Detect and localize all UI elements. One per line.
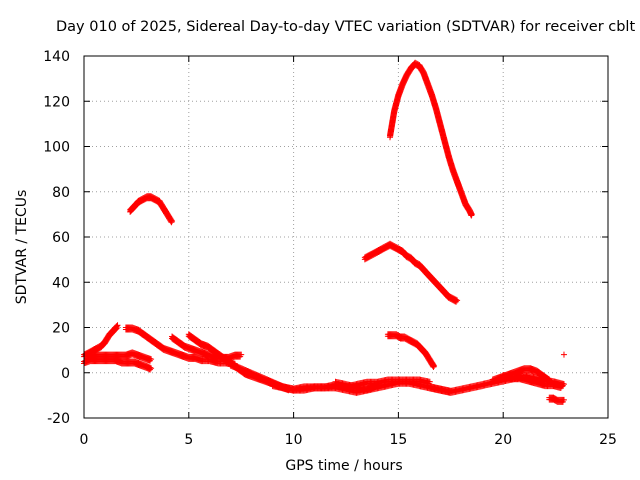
- data-point: [148, 356, 155, 363]
- data-point: [454, 297, 461, 304]
- data-point: [560, 351, 567, 358]
- x-tick-label: 15: [389, 432, 407, 448]
- data-point: [430, 363, 437, 370]
- series-isolated: [560, 351, 567, 358]
- data-point: [114, 322, 121, 329]
- y-tick-label: 120: [43, 94, 70, 110]
- grid-lines: [84, 56, 608, 418]
- y-tick-label: -20: [47, 411, 70, 427]
- data-point: [560, 396, 567, 403]
- data-point: [558, 383, 565, 390]
- y-tick-label: 100: [43, 140, 70, 156]
- series-arc-17: [384, 331, 438, 370]
- data-point: [113, 325, 120, 332]
- series-arc-early-mid: [85, 349, 155, 364]
- series-arc-morning-20: [122, 324, 238, 369]
- data-point: [431, 362, 438, 369]
- y-tick-label: 60: [52, 230, 70, 246]
- axis-ticks: 0 5 10 15 20 25 -20 0 20 40 60 80 100 120 140: [43, 49, 617, 448]
- series-arc-mid-55: [361, 240, 461, 305]
- x-tick-label: 25: [599, 432, 617, 448]
- y-tick-label: 140: [43, 49, 70, 65]
- data-point: [453, 298, 460, 305]
- y-tick-label: 20: [52, 321, 70, 337]
- series-arc-evening-end: [546, 394, 567, 405]
- data-point: [168, 219, 175, 226]
- data-point: [546, 376, 553, 383]
- x-axis-label: GPS time / hours: [285, 458, 403, 474]
- series-arc-early: [81, 322, 121, 360]
- y-tick-label: 80: [52, 185, 70, 201]
- data-point: [147, 366, 154, 373]
- series-arc-high-peak: [387, 59, 475, 219]
- data-points: [81, 59, 567, 405]
- data-point: [148, 365, 155, 372]
- y-tick-label: 40: [52, 275, 70, 291]
- data-point: [169, 218, 176, 225]
- x-tick-label: 5: [184, 432, 193, 448]
- series-arc-morning-high: [127, 193, 176, 226]
- x-tick-label: 10: [285, 432, 303, 448]
- data-point: [113, 324, 120, 331]
- y-axis-label: SDTVAR / TECUs: [14, 189, 30, 305]
- data-point: [468, 211, 475, 218]
- chart-title: Day 010 of 2025, Sidereal Day-to-day VTE…: [56, 19, 636, 35]
- data-point: [238, 351, 245, 358]
- plot-frame: [83, 55, 609, 419]
- series-arc-evening-low: [500, 372, 565, 392]
- x-tick-label: 20: [494, 432, 512, 448]
- x-tick-label: 0: [80, 432, 89, 448]
- y-tick-label: 0: [61, 366, 70, 382]
